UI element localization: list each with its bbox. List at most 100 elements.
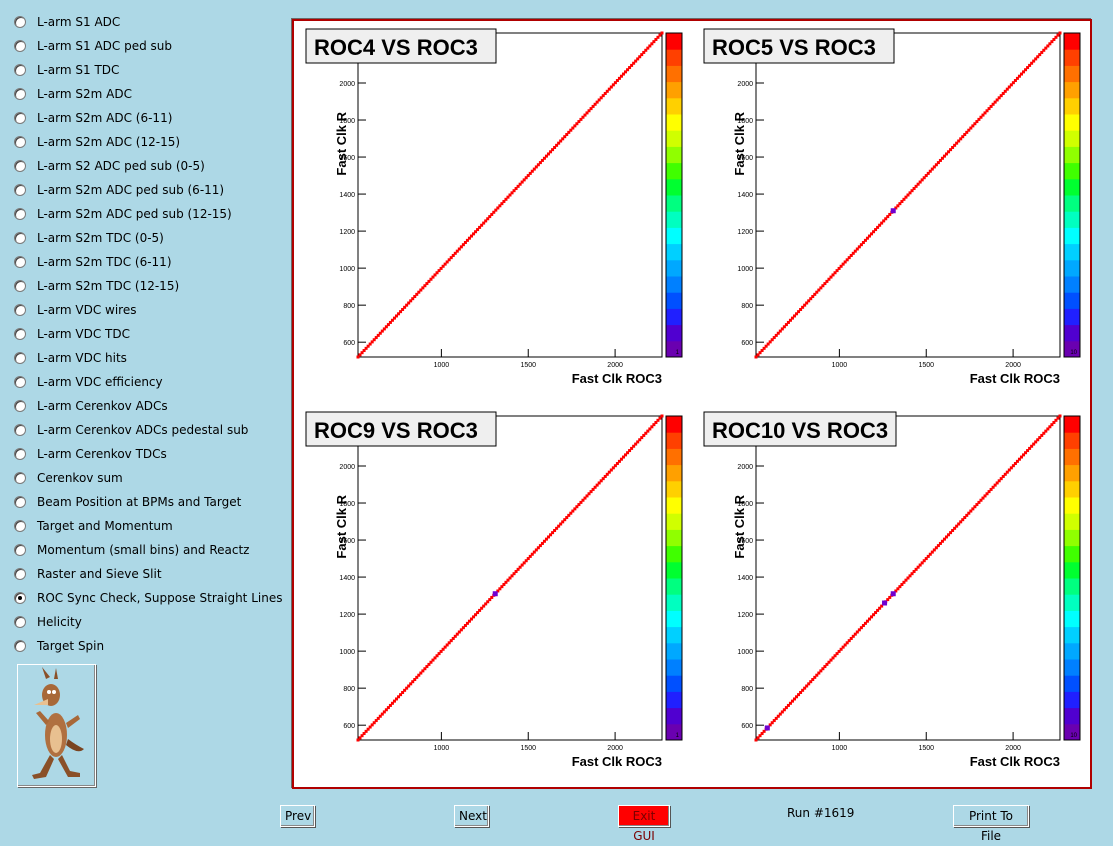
prev-button[interactable]: Prev <box>280 805 315 827</box>
data-bin <box>815 290 819 294</box>
radio-button[interactable] <box>14 256 26 268</box>
data-bin <box>411 297 415 301</box>
radio-button[interactable] <box>14 568 26 580</box>
data-bin <box>955 524 959 528</box>
radio-button[interactable] <box>14 232 26 244</box>
menu-item[interactable]: ROC Sync Check, Suppose Straight Lines <box>14 588 282 608</box>
palette-segment <box>1064 594 1080 611</box>
radio-button[interactable] <box>14 376 26 388</box>
menu-item[interactable]: Target Spin <box>14 636 104 656</box>
radio-button[interactable] <box>14 640 26 652</box>
data-bin <box>605 472 609 476</box>
data-bin <box>914 184 918 188</box>
radio-button[interactable] <box>14 88 26 100</box>
next-button[interactable]: Next <box>454 805 489 827</box>
menu-item[interactable]: L-arm S1 ADC <box>14 12 120 32</box>
menu-item[interactable]: L-arm S1 TDC <box>14 60 119 80</box>
radio-button[interactable] <box>14 472 26 484</box>
data-bin <box>654 420 658 424</box>
radio-button[interactable] <box>14 592 26 604</box>
menu-item[interactable]: Momentum (small bins) and Reactz <box>14 540 249 560</box>
data-bin <box>392 699 396 703</box>
data-bin <box>1009 466 1013 470</box>
data-bin <box>605 89 609 93</box>
data-bin <box>358 353 362 357</box>
data-bin <box>581 115 585 119</box>
menu-item[interactable]: L-arm S1 ADC ped sub <box>14 36 172 56</box>
radio-button[interactable] <box>14 112 26 124</box>
radio-button[interactable] <box>14 184 26 196</box>
radio-button[interactable] <box>14 16 26 28</box>
palette-segment <box>1064 578 1080 595</box>
data-bin <box>973 505 977 509</box>
data-bin <box>813 292 817 296</box>
radio-button[interactable] <box>14 304 26 316</box>
data-bin <box>969 509 973 513</box>
menu-item[interactable]: L-arm S2m TDC (12-15) <box>14 276 179 296</box>
menu-item[interactable]: L-arm S2m ADC ped sub (6-11) <box>14 180 224 200</box>
data-bin <box>413 678 417 682</box>
palette-segment <box>666 195 682 212</box>
menu-item[interactable]: L-arm VDC TDC <box>14 324 130 344</box>
menu-item[interactable]: Beam Position at BPMs and Target <box>14 492 241 512</box>
y-tick-label: 800 <box>741 686 753 693</box>
menu-item[interactable]: Raster and Sieve Slit <box>14 564 162 584</box>
data-bin <box>463 241 467 245</box>
menu-item[interactable]: L-arm S2m TDC (0-5) <box>14 228 164 248</box>
data-bin <box>1030 444 1034 448</box>
menu-item[interactable]: L-arm S2m TDC (6-11) <box>14 252 172 272</box>
radio-button[interactable] <box>14 424 26 436</box>
data-bin <box>474 613 478 617</box>
menu-item[interactable]: Target and Momentum <box>14 516 173 536</box>
radio-button[interactable] <box>14 352 26 364</box>
radio-button[interactable] <box>14 208 26 220</box>
menu-item[interactable]: L-arm VDC hits <box>14 348 127 368</box>
data-bin <box>898 585 902 589</box>
data-bin <box>409 682 413 686</box>
radio-button[interactable] <box>14 40 26 52</box>
menu-item[interactable]: Cerenkov sum <box>14 468 123 488</box>
palette-segment <box>1064 276 1080 293</box>
menu-item[interactable]: L-arm Cerenkov ADCs <box>14 396 168 416</box>
menu-item[interactable]: L-arm S2 ADC ped sub (0-5) <box>14 156 205 176</box>
menu-item[interactable]: L-arm Cerenkov TDCs <box>14 444 167 464</box>
palette-segment <box>1064 561 1080 579</box>
menu-item[interactable]: L-arm S2m ADC <box>14 84 132 104</box>
data-bin <box>569 128 573 132</box>
data-bin <box>1024 451 1028 455</box>
menu-item[interactable]: L-arm VDC wires <box>14 300 136 320</box>
radio-button[interactable] <box>14 400 26 412</box>
radio-button[interactable] <box>14 64 26 76</box>
radio-button[interactable] <box>14 496 26 508</box>
data-bin <box>644 48 648 52</box>
data-bin <box>395 697 399 701</box>
menu-item[interactable]: L-arm S2m ADC (12-15) <box>14 132 180 152</box>
radio-button[interactable] <box>14 544 26 556</box>
data-bin <box>778 712 782 716</box>
radio-button[interactable] <box>14 448 26 460</box>
exit-button[interactable]: Exit GUI <box>618 805 670 843</box>
data-bin <box>1001 91 1005 95</box>
data-bin <box>799 307 803 311</box>
data-bin <box>1036 438 1040 442</box>
radio-button[interactable] <box>14 280 26 292</box>
data-bin <box>1024 68 1028 72</box>
menu-item[interactable]: L-arm Cerenkov ADCs pedestal sub <box>14 420 248 440</box>
data-bin <box>555 143 559 147</box>
data-bin <box>433 656 437 660</box>
menu-item[interactable]: L-arm S2m ADC (6-11) <box>14 108 172 128</box>
radio-button[interactable] <box>14 616 26 628</box>
menu-item[interactable]: L-arm VDC efficiency <box>14 372 163 392</box>
menu-item[interactable]: L-arm S2m ADC ped sub (12-15) <box>14 204 232 224</box>
radio-button[interactable] <box>14 328 26 340</box>
palette-segment <box>666 211 682 228</box>
print-to-file-button[interactable]: Print To File <box>953 805 1029 843</box>
menu-item[interactable]: Helicity <box>14 612 82 632</box>
data-bin <box>821 667 825 671</box>
coyote-logo <box>17 664 96 787</box>
radio-button[interactable] <box>14 160 26 172</box>
radio-button[interactable] <box>14 520 26 532</box>
data-bin <box>758 734 762 738</box>
radio-button[interactable] <box>14 136 26 148</box>
data-bin <box>656 35 660 39</box>
